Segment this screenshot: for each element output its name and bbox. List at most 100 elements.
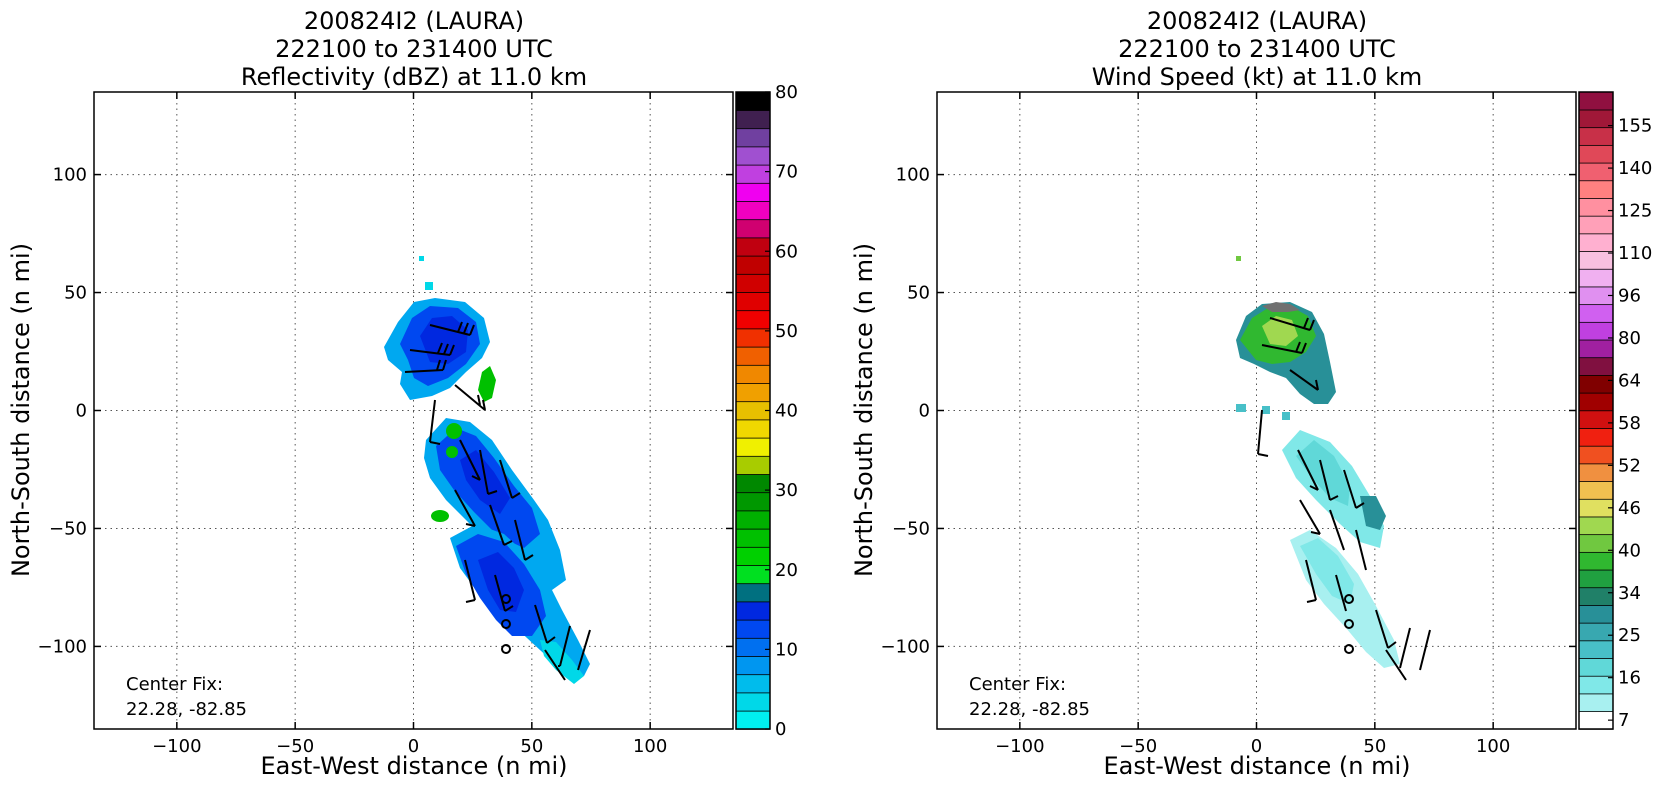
colorbar-swatch bbox=[1578, 303, 1614, 323]
colorbar-tick-label: 40 bbox=[1618, 540, 1641, 561]
echo-convective-cell bbox=[478, 366, 496, 402]
colorbar-swatch bbox=[1578, 640, 1614, 659]
calm-marker bbox=[501, 594, 511, 604]
x-tick-label: −50 bbox=[1119, 736, 1157, 757]
wind-barb bbox=[454, 489, 476, 527]
colorbar-swatch bbox=[1578, 321, 1614, 341]
colorbar-swatch bbox=[735, 710, 771, 730]
panel-title-line-3: Wind Speed (kt) at 11.0 km bbox=[1092, 63, 1423, 91]
colorbar-tick-label: 80 bbox=[775, 82, 798, 103]
x-tick-label: 50 bbox=[1363, 736, 1386, 757]
colorbar-swatch bbox=[735, 109, 771, 130]
center-fix-coordinates: 22.28, -82.85 bbox=[126, 699, 247, 720]
panel-title-line-2: 222100 to 231400 UTC bbox=[1118, 35, 1396, 63]
colorbar-tick-label: 58 bbox=[1618, 413, 1641, 434]
colorbar-swatch bbox=[735, 273, 771, 293]
axis-ticks: −100 −50 0 50 100 100 50 0 −50 −100 bbox=[881, 92, 1576, 757]
colorbar-swatch bbox=[735, 437, 771, 457]
x-tick-label: 0 bbox=[408, 736, 419, 757]
wind-north-edge bbox=[1262, 302, 1300, 312]
center-fix-label: Center Fix: bbox=[969, 674, 1066, 695]
wind-barb bbox=[494, 574, 514, 612]
x-tick-label: −50 bbox=[276, 736, 314, 757]
colorbar-swatch bbox=[735, 400, 771, 421]
colorbar-tick-label: 50 bbox=[775, 321, 798, 342]
colorbar-tick-label: 110 bbox=[1618, 243, 1652, 264]
wind-barb bbox=[1319, 459, 1339, 501]
y-tick-label: −100 bbox=[38, 636, 87, 657]
colorbar-swatch bbox=[735, 564, 771, 585]
wind-barb bbox=[429, 399, 441, 445]
colorbar-swatch bbox=[735, 164, 771, 184]
colorbar-swatch bbox=[1578, 268, 1614, 288]
calm-marker bbox=[501, 619, 511, 629]
wind-barb bbox=[1375, 609, 1397, 649]
colorbar-tick-label: 52 bbox=[1618, 455, 1641, 476]
y-tick-label: 100 bbox=[896, 165, 930, 186]
colorbar-swatch bbox=[1578, 710, 1614, 730]
wind-barb bbox=[479, 449, 498, 495]
x-tick-label: 100 bbox=[633, 736, 667, 757]
panel-title-line-1: 200824I2 (LAURA) bbox=[304, 7, 524, 35]
wind-east-cell bbox=[1360, 496, 1386, 530]
y-axis-label: North-South distance (n mi) bbox=[7, 243, 35, 577]
colorbar-swatch bbox=[1578, 498, 1614, 518]
colorbar-frame bbox=[1578, 91, 1614, 730]
colorbar-swatch bbox=[1578, 675, 1614, 695]
wind-speck bbox=[1282, 412, 1290, 420]
x-axis-label: East-West distance (n mi) bbox=[260, 752, 567, 780]
wind-barb bbox=[534, 604, 556, 644]
colorbar-tick-label: 40 bbox=[775, 401, 798, 422]
echo-convective-cell bbox=[446, 423, 462, 439]
colorbar-swatch bbox=[735, 218, 771, 239]
x-axis-label: East-West distance (n mi) bbox=[1103, 752, 1410, 780]
colorbar-swatch bbox=[1578, 445, 1614, 465]
colorbar-swatch bbox=[1578, 569, 1614, 589]
wind-barb bbox=[558, 625, 571, 667]
colorbar-swatch bbox=[1578, 392, 1614, 412]
colorbar-swatch bbox=[735, 491, 771, 512]
panel-title-line-2: 222100 to 231400 UTC bbox=[275, 35, 553, 63]
wind-barb bbox=[577, 629, 591, 671]
colorbar-swatch bbox=[735, 583, 771, 603]
colorbar-swatch bbox=[1578, 622, 1614, 642]
wind-barb bbox=[1343, 469, 1365, 509]
wind-barb bbox=[409, 342, 455, 356]
colorbar-swatch bbox=[1578, 587, 1614, 606]
wind-barb bbox=[1289, 369, 1319, 391]
colorbar-swatch bbox=[735, 674, 771, 694]
wind-barb bbox=[544, 649, 566, 681]
colorbar-swatch bbox=[1578, 339, 1614, 359]
colorbar-tick-label: 30 bbox=[775, 480, 798, 501]
wind-barb bbox=[404, 359, 447, 373]
y-axis-label: North-South distance (n mi) bbox=[850, 243, 878, 577]
colorbar-swatch bbox=[1578, 250, 1614, 270]
colorbar-swatch bbox=[1578, 162, 1614, 182]
colorbar-swatch bbox=[735, 419, 771, 439]
colorbar-tick-label: 10 bbox=[775, 639, 798, 660]
colorbar-swatch bbox=[1578, 657, 1614, 677]
colorbar-tick-label: 0 bbox=[775, 719, 786, 740]
colorbar-swatch bbox=[1578, 533, 1614, 553]
wind-speed-colorbar: 7 16 25 34 40 46 52 58 64 80 96 110 125 140 155 bbox=[1578, 91, 1652, 731]
colorbar-swatch bbox=[735, 328, 771, 348]
colorbar-swatch bbox=[735, 346, 771, 366]
colorbar-swatch bbox=[1578, 215, 1614, 235]
wind-speed-plot-area: −100 −50 0 50 100 100 50 0 −50 −100 bbox=[881, 91, 1577, 757]
calm-marker bbox=[501, 644, 511, 654]
colorbar-tick-label: 64 bbox=[1618, 370, 1641, 391]
wind-barb bbox=[1261, 341, 1307, 354]
colorbar-swatch bbox=[735, 182, 771, 202]
wind-barbs bbox=[404, 321, 591, 681]
colorbar-swatch bbox=[735, 146, 771, 166]
y-tick-label: 0 bbox=[76, 401, 87, 422]
echo-speck bbox=[425, 282, 433, 290]
wind-barb bbox=[1269, 317, 1315, 331]
colorbar-tick-label: 70 bbox=[775, 162, 798, 183]
wind-speck bbox=[1262, 406, 1270, 414]
reflectivity-panel: 200824I2 (LAURA) 222100 to 231400 UTC Re… bbox=[7, 7, 798, 780]
colorbar-swatch bbox=[1578, 233, 1614, 252]
panel-title-line-1: 200824I2 (LAURA) bbox=[1147, 7, 1367, 35]
colorbar-tick-label: 80 bbox=[1618, 328, 1641, 349]
calm-markers bbox=[1344, 594, 1354, 654]
